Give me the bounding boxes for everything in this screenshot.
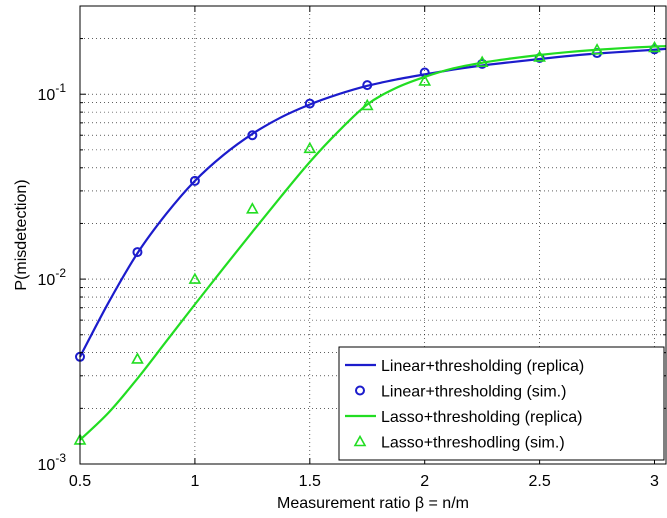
legend-entry-label: Linear+thresholding (replica) — [381, 358, 584, 375]
data-point — [303, 141, 317, 154]
data-point — [418, 74, 432, 86]
data-point — [304, 98, 315, 109]
legend-entry-label: Lasso+threshodling (sim.) — [381, 435, 565, 452]
x-tick-label: 1.5 — [299, 473, 321, 490]
y-axis-label: P(misdetection) — [13, 179, 30, 290]
series-layer — [73, 40, 667, 445]
x-tick-label: 1 — [190, 473, 199, 490]
x-axis-label: Measurement ratio β = n/m — [277, 495, 469, 512]
legend-entry-label: Linear+thresholding (sim.) — [381, 384, 566, 401]
y-axis-ticks: 10-3 10-2 10-1 — [38, 38, 666, 474]
data-point — [189, 175, 200, 186]
x-tick-label: 3 — [650, 473, 659, 490]
x-axis-ticks: 0.5 1 1.5 2 2.5 3 — [69, 6, 659, 490]
data-point — [648, 40, 661, 53]
data-point — [247, 130, 258, 141]
grid — [80, 6, 666, 464]
legend-marker-swatch — [355, 385, 365, 396]
x-tick-label: 0.5 — [69, 473, 91, 490]
data-point — [132, 247, 143, 258]
legend-marker-swatch — [353, 434, 367, 447]
series-2 — [79, 45, 667, 441]
data-point — [362, 80, 373, 91]
data-point — [475, 55, 489, 67]
series-line — [79, 47, 667, 358]
series-line — [79, 45, 667, 441]
data-point — [360, 98, 374, 111]
series-0 — [79, 47, 667, 358]
data-point — [590, 43, 604, 55]
plot-frame — [79, 5, 667, 465]
legend-box — [338, 346, 665, 461]
x-tick-label: 2 — [420, 473, 429, 490]
x-tick-label: 2.5 — [528, 473, 550, 490]
legend: Linear+thresholding (replica) Linear+thre… — [338, 346, 665, 461]
y-tick-label: 10-2 — [38, 266, 67, 289]
data-point — [188, 272, 202, 284]
y-tick-label: 10-1 — [38, 81, 67, 104]
y-tick-label: 10-3 — [38, 451, 67, 474]
data-point — [245, 202, 259, 214]
legend-entry-label: Lasso+thresholding (replica) — [381, 409, 582, 426]
series-3 — [73, 40, 661, 445]
data-point — [533, 50, 546, 62]
data-point — [131, 352, 144, 364]
